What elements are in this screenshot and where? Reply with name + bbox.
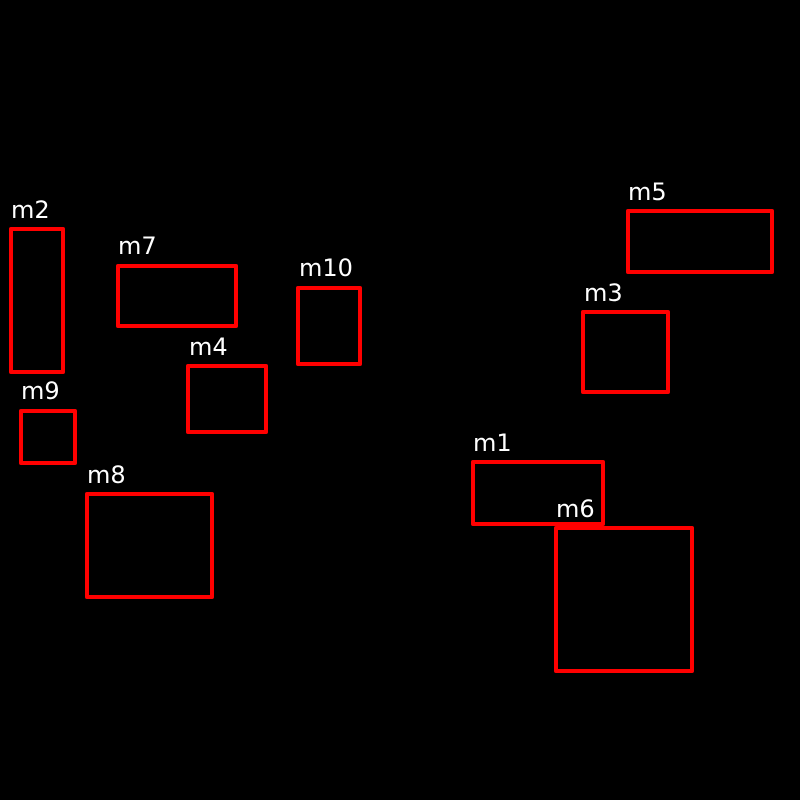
- box-label-m8: m8: [87, 461, 126, 489]
- box-m5: [626, 209, 774, 274]
- box-m6: [554, 526, 694, 673]
- box-label-m2: m2: [11, 196, 50, 224]
- box-m7: [116, 264, 238, 328]
- box-m9: [19, 409, 77, 465]
- box-m1: [471, 460, 605, 526]
- box-m3: [581, 310, 670, 394]
- box-m10: [296, 286, 362, 366]
- box-m2: [9, 227, 65, 374]
- box-label-m10: m10: [299, 254, 353, 282]
- box-label-m4: m4: [189, 333, 228, 361]
- box-label-m7: m7: [118, 232, 157, 260]
- box-label-m6: m6: [556, 495, 595, 523]
- box-label-m1: m1: [473, 429, 512, 457]
- box-label-m9: m9: [21, 377, 60, 405]
- box-label-m5: m5: [628, 178, 667, 206]
- box-m4: [186, 364, 268, 434]
- box-m8: [85, 492, 214, 599]
- box-label-m3: m3: [584, 279, 623, 307]
